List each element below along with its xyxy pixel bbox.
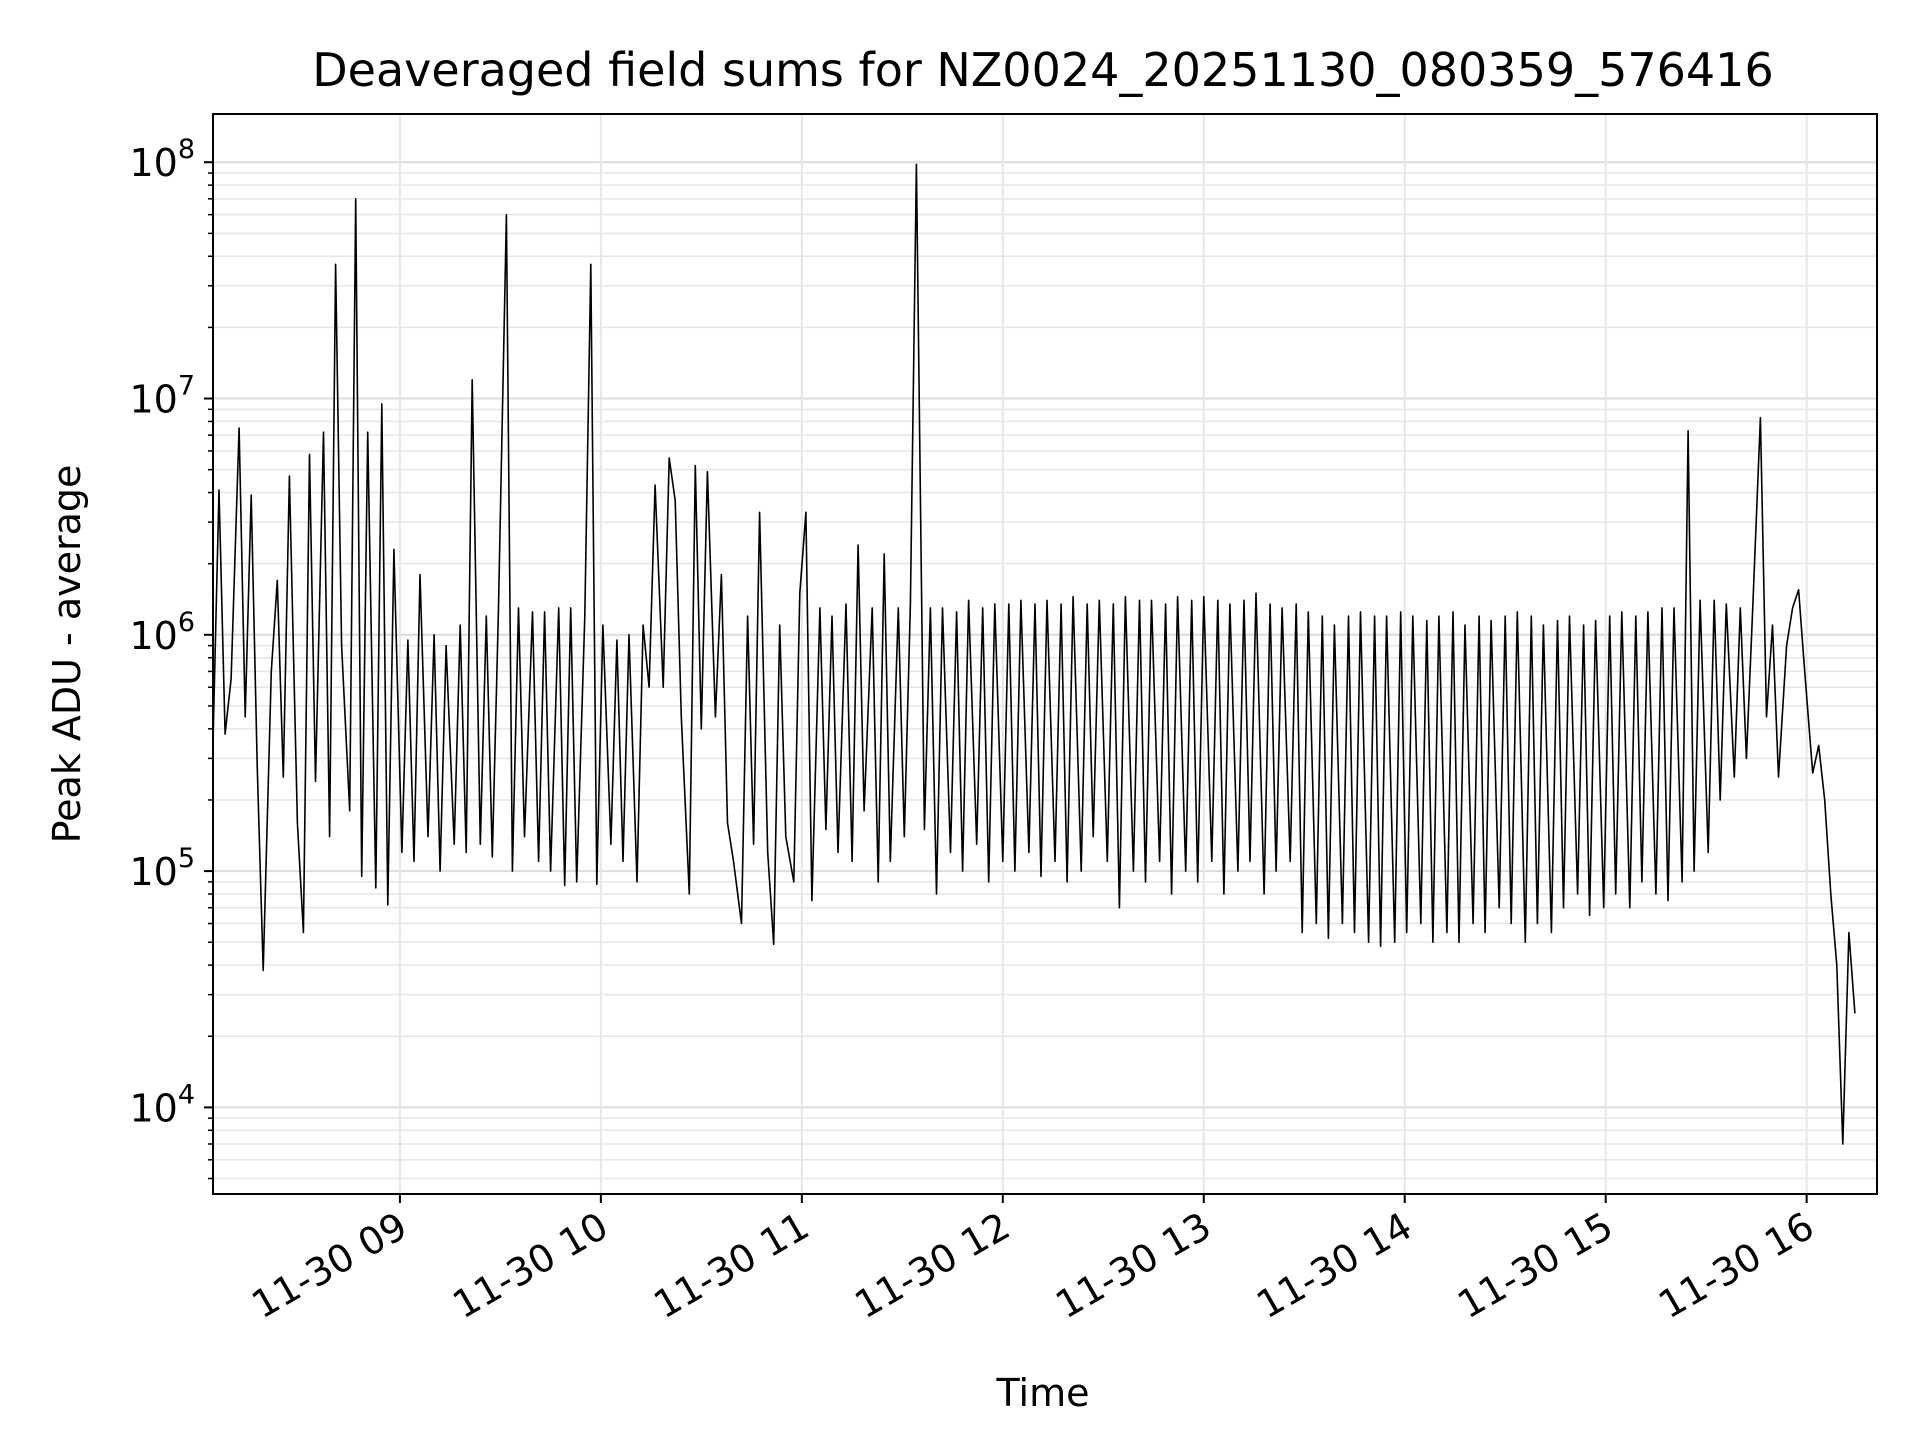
plot-area — [212, 163, 1856, 1145]
chart-title: Deaveraged field sums for NZ0024_2025113… — [312, 43, 1773, 97]
y-tick-label: 105 — [129, 843, 195, 894]
axes-frame — [212, 113, 1878, 1195]
y-tick-label: 108 — [129, 134, 195, 185]
grid — [213, 114, 1877, 1194]
y-tick-label: 106 — [129, 607, 195, 658]
y-tick-label: 104 — [129, 1079, 195, 1130]
y-axis-label: Peak ADU - average — [45, 465, 89, 844]
y-tick-label: 107 — [129, 371, 195, 422]
x-axis-label: Time — [996, 1371, 1090, 1415]
series-line — [212, 163, 1856, 1145]
